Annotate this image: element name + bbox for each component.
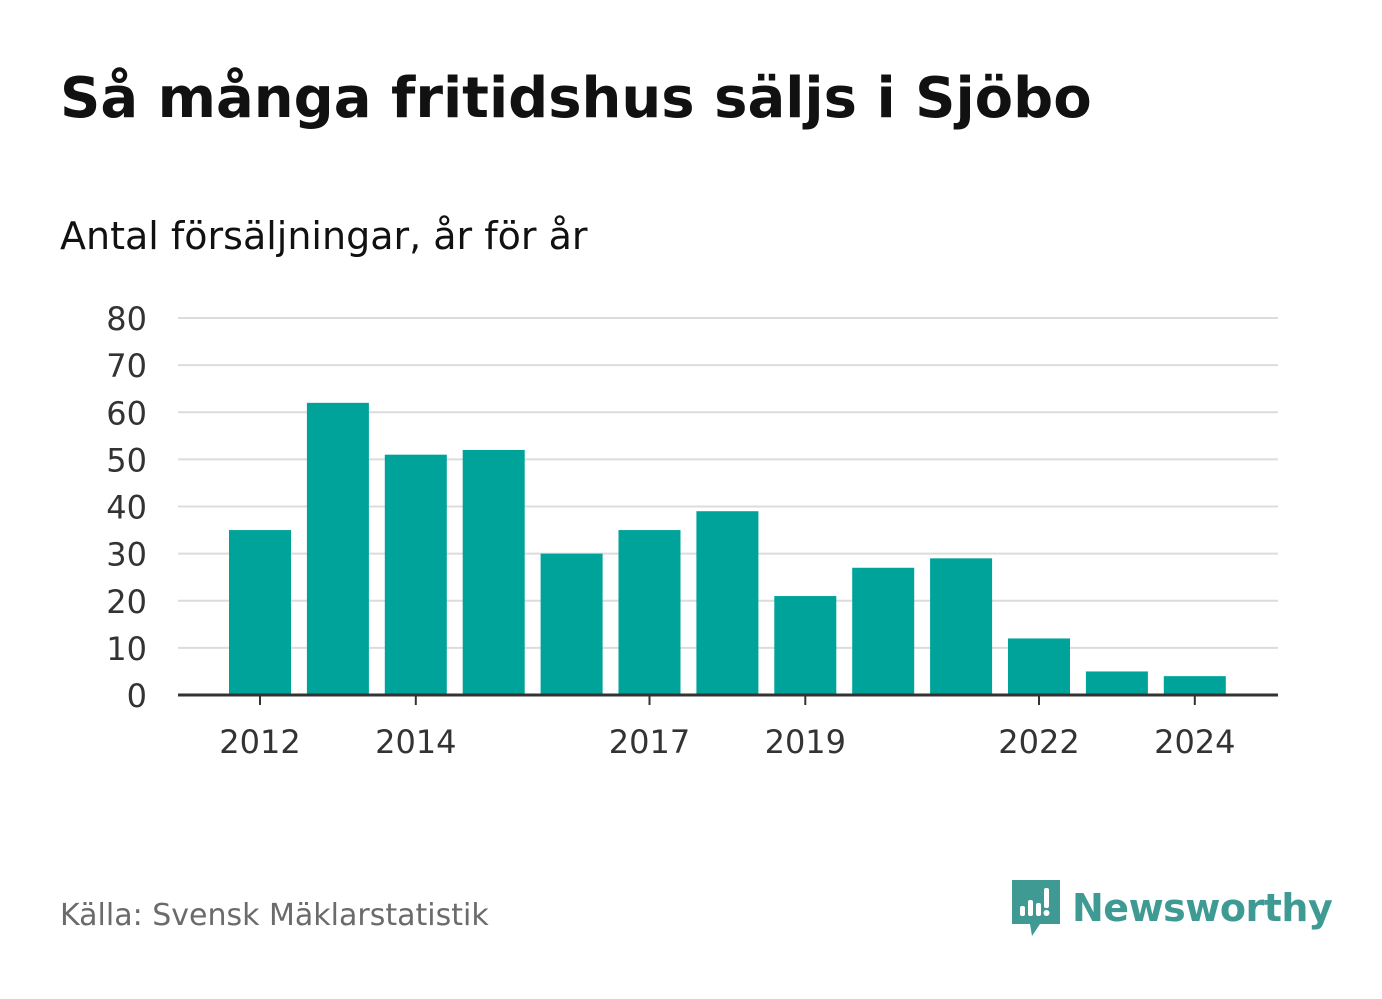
y-tick-label: 50 bbox=[106, 441, 147, 479]
bar-2018 bbox=[696, 511, 759, 695]
bar-2021 bbox=[930, 558, 993, 695]
x-tick-label: 2019 bbox=[765, 723, 846, 761]
bar-2020 bbox=[852, 567, 915, 695]
newsworthy-logo-icon bbox=[1012, 880, 1060, 936]
bar-2014 bbox=[384, 454, 447, 695]
x-tick-label: 2012 bbox=[219, 723, 300, 761]
y-tick-label: 20 bbox=[106, 583, 147, 621]
bar-2019 bbox=[774, 596, 837, 695]
x-axis: 2012 2014 2017 2019 2022 2024 bbox=[219, 695, 1236, 761]
y-tick-label: 70 bbox=[106, 347, 147, 385]
x-tick-label: 2024 bbox=[1154, 723, 1235, 761]
bar-2015 bbox=[462, 449, 525, 695]
bar-2023 bbox=[1085, 671, 1148, 695]
y-tick-label: 40 bbox=[106, 489, 147, 527]
chart-subtitle: Antal försäljningar, år för år bbox=[60, 214, 588, 258]
x-tick-label: 2022 bbox=[998, 723, 1079, 761]
bar-2012 bbox=[229, 530, 291, 695]
y-tick-label: 60 bbox=[106, 394, 147, 432]
bar-2016 bbox=[540, 553, 603, 695]
bar-2013 bbox=[306, 402, 369, 695]
x-tick-label: 2017 bbox=[609, 723, 690, 761]
bar-2024 bbox=[1163, 676, 1226, 695]
source-text: Källa: Svensk Mäklarstatistik bbox=[60, 898, 489, 933]
y-tick-label: 30 bbox=[106, 536, 147, 574]
brand-name: Newsworthy bbox=[1072, 886, 1333, 930]
x-tick-label: 2014 bbox=[375, 723, 456, 761]
chart-title: Så många fritidshus säljs i Sjöbo bbox=[60, 66, 1092, 131]
bar-2017 bbox=[618, 530, 681, 695]
brand[interactable]: Newsworthy bbox=[1010, 878, 1333, 938]
bars bbox=[229, 402, 1226, 695]
y-tick-label: 10 bbox=[106, 630, 147, 668]
y-tick-label: 0 bbox=[127, 677, 147, 715]
y-tick-label: 80 bbox=[106, 300, 147, 338]
bar-2022 bbox=[1008, 638, 1070, 695]
y-axis: 0 10 20 30 40 50 60 70 80 bbox=[106, 300, 147, 715]
